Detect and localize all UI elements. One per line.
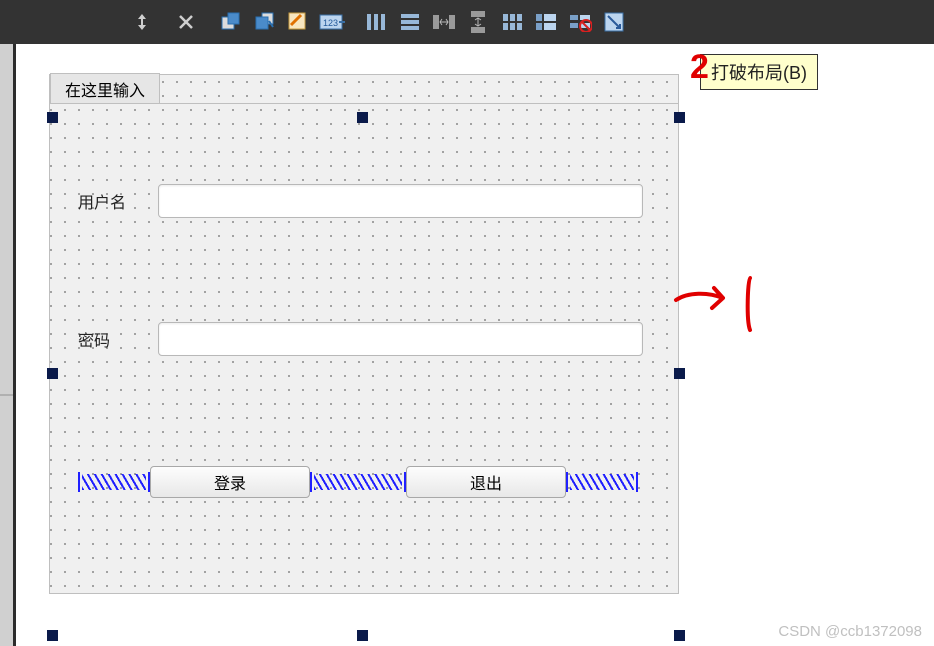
username-input[interactable]	[158, 184, 643, 218]
lower-widget-icon[interactable]	[248, 6, 280, 38]
edit-signals-icon[interactable]	[282, 6, 314, 38]
layout-vert-splitter-icon[interactable]	[462, 6, 494, 38]
layout-form-icon[interactable]	[530, 6, 562, 38]
form-widget[interactable]: 在这里输入 用户名 密码 登录 退出	[49, 74, 679, 594]
move-up-down-icon[interactable]	[126, 6, 158, 38]
toolbar: 123	[0, 0, 934, 44]
selection-handle[interactable]	[674, 630, 685, 641]
raise-widget-icon[interactable]	[214, 6, 246, 38]
username-row: 用户名	[78, 184, 643, 218]
form-tab[interactable]: 在这里输入	[50, 73, 160, 103]
layout-grid-icon[interactable]	[496, 6, 528, 38]
edit-tab-order-icon[interactable]: 123	[316, 6, 348, 38]
layout-horiz-splitter-icon[interactable]	[428, 6, 460, 38]
design-canvas[interactable]: 在这里输入 用户名 密码 登录 退出	[19, 44, 934, 646]
password-input[interactable]	[158, 322, 643, 356]
password-row: 密码	[78, 322, 643, 356]
spacer-icon	[566, 472, 638, 492]
selection-handle[interactable]	[47, 630, 58, 641]
selection-handle[interactable]	[357, 112, 368, 123]
selection-handle[interactable]	[674, 368, 685, 379]
tooltip-text: 打破布局(B)	[711, 63, 807, 83]
adjust-size-icon[interactable]	[598, 6, 630, 38]
layout-vertical-icon[interactable]	[394, 6, 426, 38]
login-button[interactable]: 登录	[150, 466, 310, 498]
selection-handle[interactable]	[47, 112, 58, 123]
spacer-icon	[78, 472, 150, 492]
exit-button[interactable]: 退出	[406, 466, 566, 498]
left-gutter	[0, 44, 16, 646]
password-label: 密码	[78, 327, 158, 351]
spacer-icon	[310, 472, 406, 492]
form-tab-label: 在这里输入	[65, 77, 145, 101]
selection-handle[interactable]	[357, 630, 368, 641]
form-body: 用户名 密码 登录 退出	[50, 103, 678, 593]
svg-text:123: 123	[323, 18, 338, 28]
tooltip: 打破布局(B)	[700, 54, 818, 90]
selection-handle[interactable]	[47, 368, 58, 379]
button-row: 登录 退出	[78, 464, 658, 500]
layout-horizontal-icon[interactable]	[360, 6, 392, 38]
username-label: 用户名	[78, 189, 158, 213]
selection-handle[interactable]	[674, 112, 685, 123]
break-layout-icon[interactable]	[564, 6, 596, 38]
close-icon[interactable]	[170, 6, 202, 38]
watermark: CSDN @ccb1372098	[778, 623, 922, 640]
